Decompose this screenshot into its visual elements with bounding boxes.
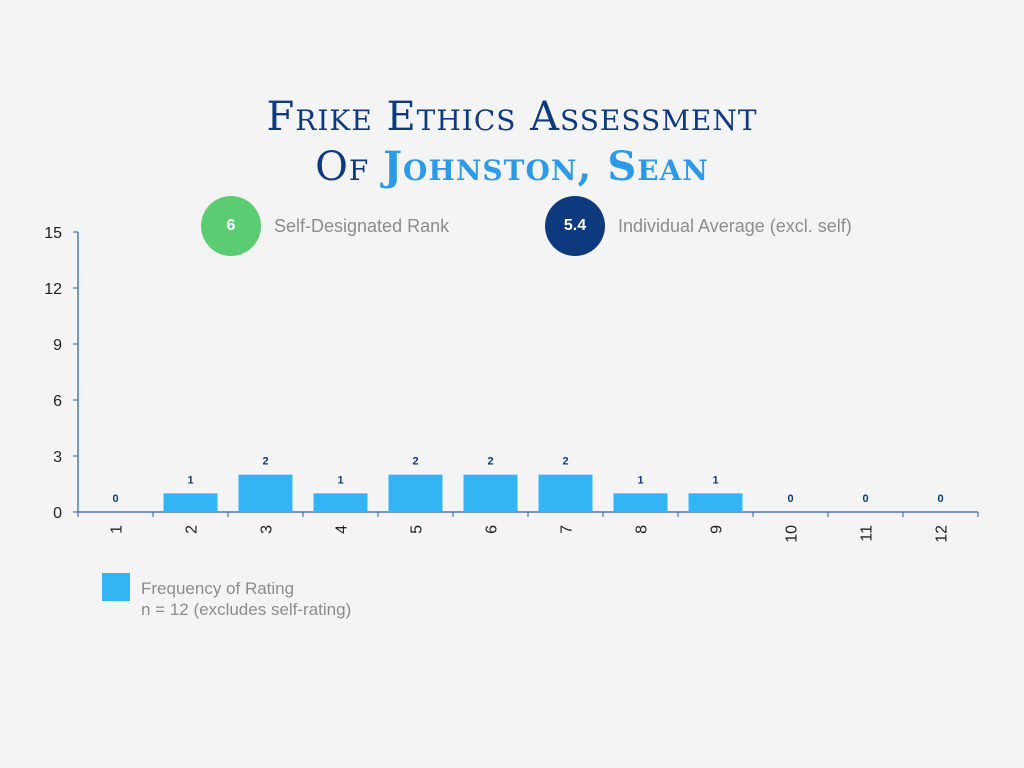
x-tick-label: 11 xyxy=(859,525,876,542)
y-tick-label: 6 xyxy=(53,393,62,410)
x-tick-label: 3 xyxy=(259,525,276,534)
title-line-2: Of Johnston, Sean xyxy=(0,142,1024,192)
data-label: 1 xyxy=(637,474,643,486)
y-tick-label: 9 xyxy=(53,337,62,354)
subject-name: Johnston, Sean xyxy=(383,143,709,190)
x-tick-label: 6 xyxy=(484,525,501,534)
x-tick-label: 1 xyxy=(109,525,126,534)
bar xyxy=(313,493,368,512)
data-label: 1 xyxy=(337,474,343,486)
legend-note: n = 12 (excludes self-rating) xyxy=(141,600,352,619)
x-tick-label: 12 xyxy=(934,525,951,543)
bar xyxy=(688,493,743,512)
title-line-1: Frike Ethics Assessment xyxy=(266,94,758,140)
self-rank-label: Self-Designated Rank xyxy=(274,216,450,236)
data-label: 1 xyxy=(712,474,718,486)
bar xyxy=(163,493,218,512)
data-label: 0 xyxy=(937,493,943,505)
data-label: 1 xyxy=(187,474,193,486)
x-tick-label: 4 xyxy=(334,525,351,534)
data-label: 0 xyxy=(112,493,118,505)
individual-average-badge: 5.4 xyxy=(545,196,605,256)
legend-swatch xyxy=(102,573,130,601)
data-label: 2 xyxy=(262,456,268,468)
x-tick-label: 8 xyxy=(634,525,651,534)
legend-series-name: Frequency of Rating xyxy=(141,579,295,598)
bar xyxy=(388,474,443,512)
bar xyxy=(238,474,293,512)
x-tick-label: 5 xyxy=(409,525,426,534)
data-label: 2 xyxy=(412,456,418,468)
data-label: 2 xyxy=(487,456,493,468)
bar xyxy=(538,474,593,512)
y-tick-label: 3 xyxy=(53,449,62,466)
data-label: 2 xyxy=(562,456,568,468)
legend: Frequency of Rating n = 12 (excludes sel… xyxy=(141,578,351,620)
y-tick-label: 0 xyxy=(53,505,62,522)
title-prefix: Of xyxy=(315,144,370,190)
data-label: 0 xyxy=(862,493,868,505)
chart-title: Frike Ethics Assessment Of Johnston, Sea… xyxy=(0,92,1024,192)
bar xyxy=(613,493,668,512)
bar xyxy=(463,474,518,512)
x-tick-label: 10 xyxy=(784,525,801,543)
y-tick-label: 15 xyxy=(44,225,62,242)
self-rank-badge: 6 xyxy=(201,196,261,256)
y-tick-label: 12 xyxy=(44,281,62,298)
x-tick-label: 7 xyxy=(559,525,576,534)
individual-average-label: Individual Average (excl. self) xyxy=(618,216,852,236)
x-tick-label: 2 xyxy=(184,525,201,534)
data-label: 0 xyxy=(787,493,793,505)
x-tick-label: 9 xyxy=(709,525,726,534)
